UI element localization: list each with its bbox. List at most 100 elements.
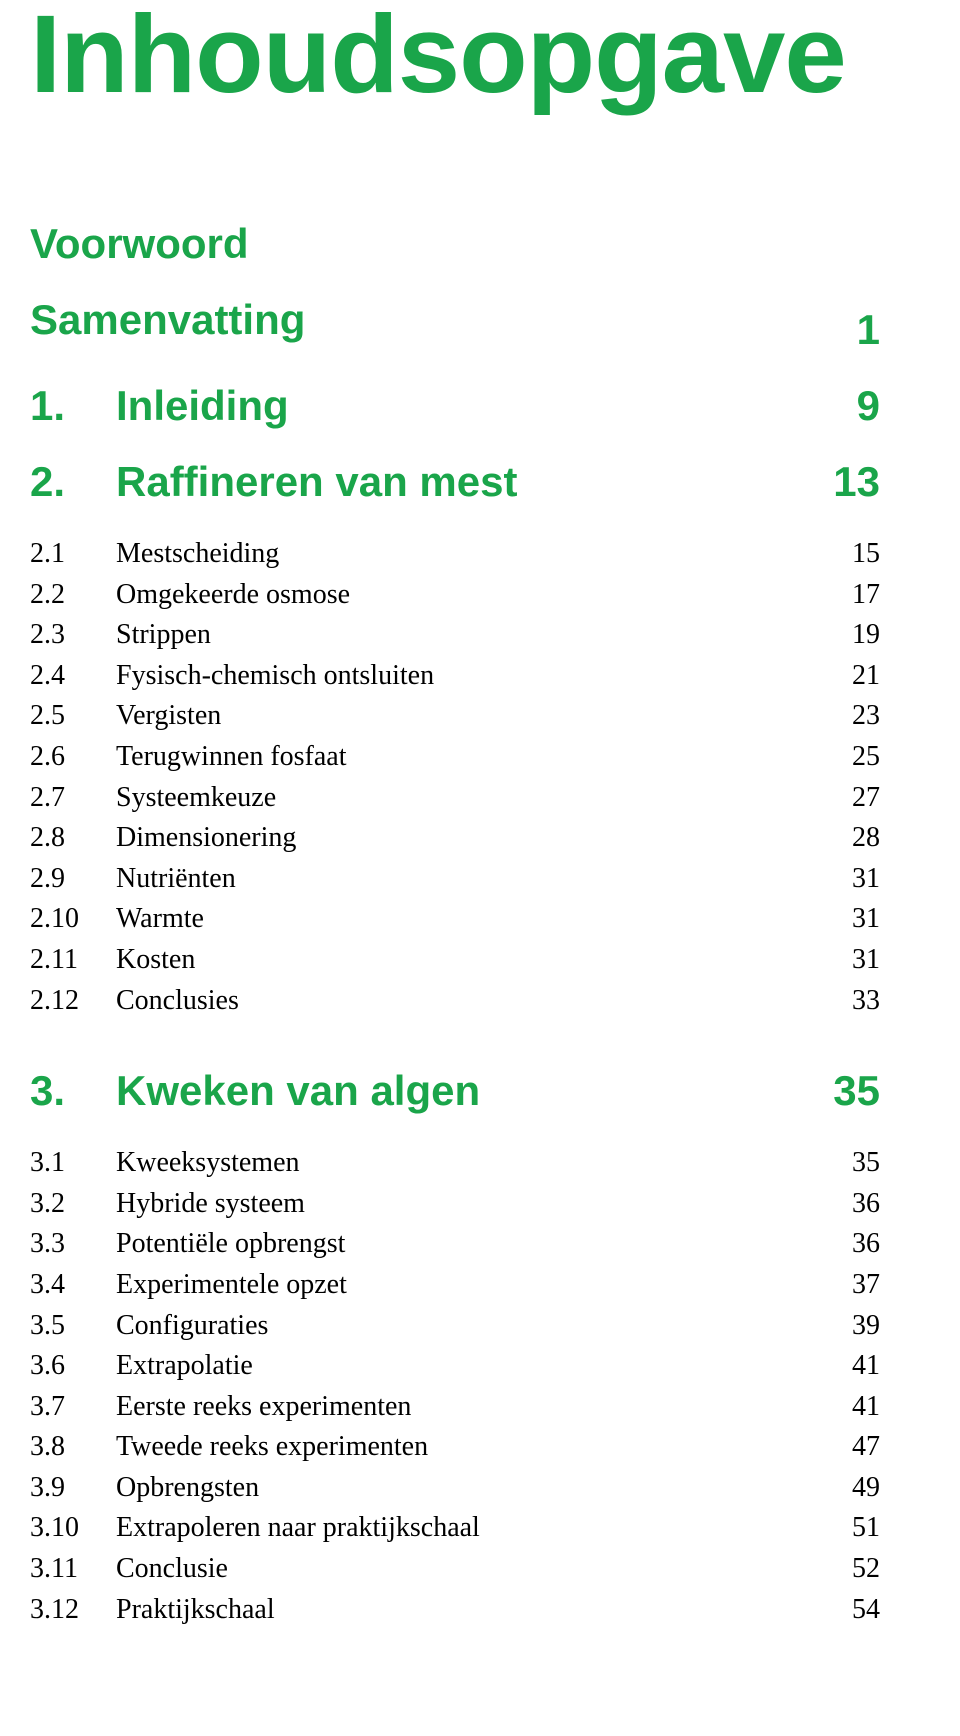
sub-label: Experimentele opzet [116, 1265, 347, 1306]
sub-number: 2.9 [30, 859, 116, 900]
toc-page: Inhoudsopgave Voorwoord Samenvatting 1 1… [0, 0, 960, 1736]
sub-page: 15 [830, 534, 880, 575]
sub-number: 3.1 [30, 1143, 116, 1184]
sub-page: 39 [830, 1306, 880, 1347]
section-label: Voorwoord [30, 220, 249, 268]
sub-label: Extrapoleren naar praktijkschaal [116, 1508, 480, 1549]
toc-sub-row: 2.12Conclusies 33 [30, 981, 880, 1022]
sub-label: Kosten [116, 940, 195, 981]
sub-label: Kweeksystemen [116, 1143, 300, 1184]
toc-sub-row: 2.8Dimensionering28 [30, 818, 880, 859]
sub-page: 51 [830, 1508, 880, 1549]
sub-number: 3.4 [30, 1265, 116, 1306]
sub-page: 17 [830, 575, 880, 616]
sub-label: Mestscheiding [116, 534, 279, 575]
sub-label: Tweede reeks experimenten [116, 1427, 428, 1468]
sub-page: 23 [830, 696, 880, 737]
sub-label: Eerste reeks experimenten [116, 1387, 411, 1428]
sub-number: 3.12 [30, 1590, 116, 1631]
sub-label: Potentiële opbrengst [116, 1224, 345, 1265]
sub-number: 3.3 [30, 1224, 116, 1265]
toc-sub-row: 3.3Potentiële opbrengst 36 [30, 1224, 880, 1265]
sub-label: Conclusies [116, 981, 239, 1022]
sub-label: Conclusie [116, 1549, 228, 1590]
toc-section-2: 2. Raffineren van mest 13 [30, 458, 880, 506]
section-number: 1. [30, 382, 116, 430]
sub-number: 3.11 [30, 1549, 116, 1590]
sub-number: 3.10 [30, 1508, 116, 1549]
toc-sub-row: 3.12Praktijkschaal 54 [30, 1590, 880, 1631]
sub-label: Systeemkeuze [116, 778, 276, 819]
sub-number: 3.8 [30, 1427, 116, 1468]
sub-label: Omgekeerde osmose [116, 575, 350, 616]
sub-page: 36 [830, 1184, 880, 1225]
toc-sub-row: 2.6Terugwinnen fosfaat25 [30, 737, 880, 778]
section-label: Kweken van algen [116, 1067, 480, 1115]
section-page: 9 [820, 382, 880, 430]
sub-page: 41 [830, 1387, 880, 1428]
section-label: Raffineren van mest [116, 458, 517, 506]
sub-label: Dimensionering [116, 818, 296, 859]
sub-label: Fysisch-chemisch ontsluiten [116, 656, 434, 697]
toc-sub-row: 3.8Tweede reeks experimenten 47 [30, 1427, 880, 1468]
sub-page: 35 [830, 1143, 880, 1184]
sub-page: 33 [830, 981, 880, 1022]
sub-label: Vergisten [116, 696, 221, 737]
toc-sub-row: 2.5Vergisten 23 [30, 696, 880, 737]
page-title: Inhoudsopgave [30, 0, 897, 110]
toc-sub-row: 2.1Mestscheiding 15 [30, 534, 880, 575]
sub-number: 2.12 [30, 981, 116, 1022]
sub-number: 3.2 [30, 1184, 116, 1225]
sub-page: 28 [830, 818, 880, 859]
sub-page: 47 [830, 1427, 880, 1468]
toc-sub-row: 3.10Extrapoleren naar praktijkschaal 51 [30, 1508, 880, 1549]
toc-sub-row: 2.7Systeemkeuze27 [30, 778, 880, 819]
toc-sub-row: 3.7Eerste reeks experimenten 41 [30, 1387, 880, 1428]
sub-label: Configuraties [116, 1306, 268, 1347]
sub-number: 2.2 [30, 575, 116, 616]
toc-sub-row: 2.10Warmte31 [30, 899, 880, 940]
sub-label: Extrapolatie [116, 1346, 253, 1387]
sub-page: 52 [830, 1549, 880, 1590]
toc-section-samenvatting: Samenvatting 1 [30, 296, 880, 354]
sub-page: 31 [830, 859, 880, 900]
sub-page: 31 [830, 899, 880, 940]
toc-sub-row: 3.6Extrapolatie41 [30, 1346, 880, 1387]
section-page: 1 [820, 306, 880, 354]
toc-sub-row: 2.11Kosten31 [30, 940, 880, 981]
sub-number: 2.1 [30, 534, 116, 575]
sub-page: 54 [830, 1590, 880, 1631]
sub-number: 2.6 [30, 737, 116, 778]
sub-number: 2.7 [30, 778, 116, 819]
toc-sub-row: 3.2Hybride systeem 36 [30, 1184, 880, 1225]
sub-number: 3.7 [30, 1387, 116, 1428]
toc-sub-row: 2.9Nutriënten 31 [30, 859, 880, 900]
toc-sub-row: 3.9Opbrengsten49 [30, 1468, 880, 1509]
sub-page: 21 [830, 656, 880, 697]
sub-label: Terugwinnen fosfaat [116, 737, 347, 778]
sub-label: Hybride systeem [116, 1184, 305, 1225]
section-page: 35 [820, 1067, 880, 1115]
section-label: Samenvatting [30, 296, 305, 344]
toc-section-voorwoord: Voorwoord [30, 220, 880, 268]
toc-section-3: 3. Kweken van algen 35 [30, 1067, 880, 1115]
toc-sub-row: 3.11Conclusie 52 [30, 1549, 880, 1590]
toc-sub-row: 3.1Kweeksystemen 35 [30, 1143, 880, 1184]
sub-number: 3.6 [30, 1346, 116, 1387]
sub-label: Nutriënten [116, 859, 236, 900]
sub-page: 31 [830, 940, 880, 981]
sub-page: 36 [830, 1224, 880, 1265]
sub-number: 2.5 [30, 696, 116, 737]
section-label: Inleiding [116, 382, 289, 430]
sub-page: 19 [830, 615, 880, 656]
sub-number: 2.3 [30, 615, 116, 656]
toc-section-1: 1. Inleiding 9 [30, 382, 880, 430]
toc-sub-row: 2.3Strippen 19 [30, 615, 880, 656]
sub-number: 2.10 [30, 899, 116, 940]
sub-label: Strippen [116, 615, 211, 656]
sub-page: 37 [830, 1265, 880, 1306]
sub-label: Praktijkschaal [116, 1590, 275, 1631]
toc-sub-row: 2.2Omgekeerde osmose 17 [30, 575, 880, 616]
sub-label: Opbrengsten [116, 1468, 259, 1509]
sub-number: 3.5 [30, 1306, 116, 1347]
